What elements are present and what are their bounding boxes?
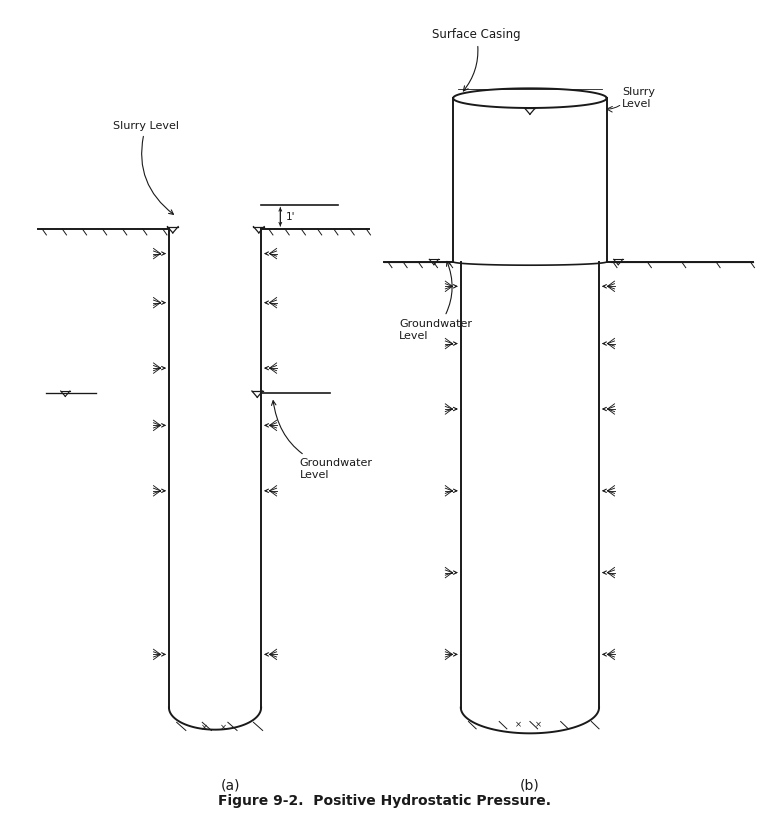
Text: Groundwater
Level: Groundwater Level bbox=[399, 262, 472, 340]
Text: Slurry Level: Slurry Level bbox=[113, 121, 179, 214]
Text: Slurry
Level: Slurry Level bbox=[622, 88, 655, 109]
Text: Surface Casing: Surface Casing bbox=[432, 28, 521, 91]
Text: (b): (b) bbox=[520, 778, 540, 793]
Text: $\times$: $\times$ bbox=[200, 723, 207, 733]
Text: Figure 9-2.  Positive Hydrostatic Pressure.: Figure 9-2. Positive Hydrostatic Pressur… bbox=[217, 794, 551, 808]
Text: $\times$: $\times$ bbox=[515, 720, 522, 729]
Text: (a): (a) bbox=[220, 778, 240, 793]
Text: $\times$: $\times$ bbox=[534, 720, 541, 729]
Text: $\times$: $\times$ bbox=[219, 723, 227, 733]
Text: Groundwater
Level: Groundwater Level bbox=[272, 401, 372, 479]
Text: 1': 1' bbox=[286, 212, 295, 222]
